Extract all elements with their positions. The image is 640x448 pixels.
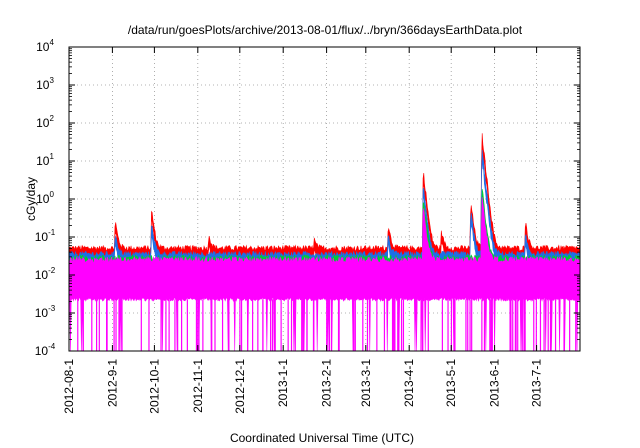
- x-tick-label: 2012-10-1: [147, 359, 161, 414]
- y-axis-title: cGy/day: [24, 177, 38, 221]
- x-tick-label: 2012-12-1: [233, 359, 247, 414]
- series-band: [69, 197, 580, 351]
- x-tick-label: 2013-2-1: [320, 359, 334, 407]
- x-tick-label: 2013-4-1: [402, 359, 416, 407]
- x-tick-label: 2013-3-1: [359, 359, 373, 407]
- y-tick-label: 100: [36, 190, 54, 206]
- y-tick-label: 10-4: [35, 342, 56, 358]
- ticks: 10-4 10-3 10-2 10-1 100 101 102 103 104 2012-08-1…: [35, 38, 580, 414]
- y-tick-label: 10-1: [35, 228, 56, 244]
- x-axis-title: Coordinated Universal Time (UTC): [230, 431, 414, 445]
- x-tick-label: 2013-6-1: [488, 359, 502, 407]
- x-tick-label: 2012-9-1: [105, 359, 119, 407]
- x-tick-label: 2013-1-1: [276, 359, 290, 407]
- series-0: [69, 133, 580, 264]
- y-tick-label: 103: [36, 76, 54, 92]
- series-band: [69, 133, 580, 264]
- x-tick-label: 2012-08-1: [62, 359, 76, 414]
- y-tick-label: 10-3: [35, 304, 56, 320]
- y-tick-label: 10-2: [35, 266, 56, 282]
- y-tick-label: 102: [36, 114, 54, 130]
- x-tick-label: 2012-11-1: [191, 359, 205, 413]
- x-tick-label: 2013-7-1: [530, 359, 544, 407]
- x-tick-label: 2013-5-1: [444, 359, 458, 407]
- y-tick-label: 104: [36, 38, 54, 54]
- grid: [69, 47, 580, 351]
- series-layer: [69, 133, 580, 351]
- series-3: [69, 197, 580, 351]
- chart-title: /data/run/goesPlots/archive/2013-08-01/f…: [128, 23, 523, 37]
- y-tick-label: 101: [36, 152, 54, 168]
